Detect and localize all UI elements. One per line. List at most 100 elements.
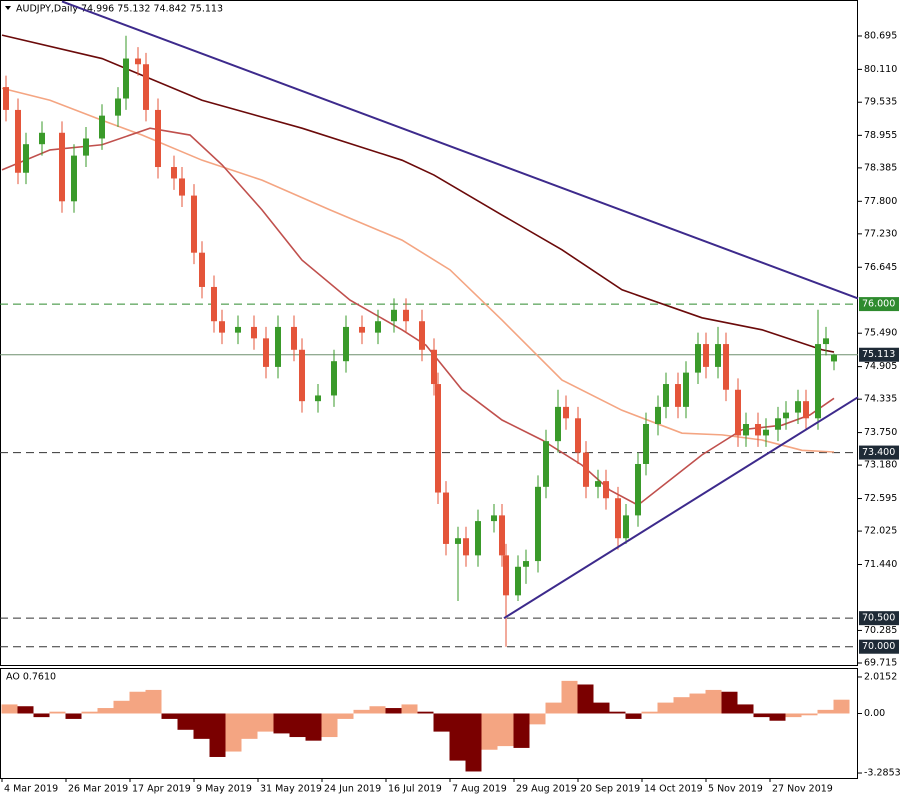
candle-body — [755, 424, 761, 436]
candle-body — [199, 252, 205, 287]
candle-body — [375, 321, 381, 333]
ao-bar — [161, 713, 178, 719]
ao-bar — [769, 713, 786, 721]
chart-title: AUDJPY,Daily 74.996 75.132 74.842 75.113 — [16, 4, 223, 15]
candle-body — [39, 132, 45, 145]
level-label-box — [859, 297, 899, 312]
ao-bar — [417, 711, 434, 714]
ao-bar — [641, 711, 658, 714]
y-tick-label: 77.230 — [864, 228, 897, 239]
candle-body — [735, 389, 741, 436]
candle-body — [123, 58, 129, 99]
candle-body — [211, 286, 217, 322]
candle-body — [643, 424, 649, 464]
candle-body — [695, 344, 701, 373]
ao-bar — [65, 713, 82, 719]
candle-body — [595, 481, 601, 487]
candle-body — [191, 195, 197, 253]
main-frame — [0, 0, 858, 666]
candle-body — [331, 361, 337, 396]
ao-bar — [177, 713, 194, 730]
ao-bar — [785, 713, 802, 718]
level-label: 70.500 — [862, 613, 895, 624]
menu-arrow — [5, 6, 11, 10]
candle-body — [743, 424, 749, 436]
y-tick-label: 70.285 — [864, 625, 897, 636]
candle-body — [15, 109, 21, 173]
candle-body — [235, 326, 241, 333]
ao-bar — [513, 713, 530, 748]
candle-body — [623, 515, 629, 539]
ao-bar — [353, 709, 370, 714]
candle-body — [475, 521, 481, 556]
level-label: 73.400 — [862, 447, 895, 458]
y-tick-label: 80.695 — [864, 30, 897, 41]
candle-body — [59, 132, 65, 202]
y-tick-label: 77.800 — [864, 196, 897, 207]
ao-bar — [33, 713, 50, 718]
y-tick-label: 2.0152 — [864, 671, 897, 682]
candle-body — [823, 338, 829, 345]
candle-body — [455, 538, 461, 544]
level-label: 76.000 — [862, 299, 895, 310]
x-tick-label: 20 Sep 2019 — [580, 784, 640, 795]
candle-body — [135, 58, 141, 65]
candle-body — [555, 406, 561, 442]
x-tick-label: 5 Nov 2019 — [708, 784, 763, 795]
y-tick-label: 78.385 — [864, 162, 897, 173]
candle-body — [635, 463, 641, 516]
ao-bar — [113, 700, 130, 714]
x-tick-label: 14 Oct 2019 — [644, 784, 703, 795]
candle-body — [391, 309, 397, 322]
candle-body — [219, 321, 225, 333]
candle-body — [443, 492, 449, 544]
ao-bar — [737, 704, 754, 714]
candle-body — [315, 395, 321, 402]
ao-bar — [385, 708, 402, 714]
y-tick-label: 80.110 — [864, 64, 897, 75]
y-tick-label: 74.335 — [864, 394, 897, 405]
x-tick-label: 29 Aug 2019 — [516, 784, 577, 795]
moving-average — [1, 34, 835, 353]
candle-body — [603, 481, 609, 499]
ao-bar — [801, 713, 818, 716]
ao-bar — [1, 704, 18, 714]
candle-body — [683, 372, 689, 407]
ao-bar — [593, 702, 610, 714]
candle-body — [83, 138, 89, 156]
candle-body — [499, 515, 505, 556]
candle-body — [583, 452, 589, 487]
candle-body — [563, 406, 569, 419]
candle-body — [543, 441, 549, 487]
x-tick-label: 17 Apr 2019 — [132, 784, 191, 795]
y-tick-label: 74.905 — [864, 361, 897, 372]
x-tick-label: 4 Mar 2019 — [4, 784, 58, 795]
candle-body — [831, 354, 837, 362]
moving-average — [1, 127, 835, 507]
ao-bar — [529, 713, 546, 725]
y-tick-label: 76.645 — [864, 262, 897, 273]
candle-body — [155, 109, 161, 168]
ao-bar — [209, 713, 226, 757]
candle-body — [275, 326, 281, 367]
ao-bar — [705, 689, 722, 714]
ao-bar — [561, 680, 578, 714]
candle-body — [615, 498, 621, 539]
ao-bar — [609, 711, 626, 714]
level-label: 75.113 — [862, 349, 895, 360]
candle-body — [179, 178, 185, 196]
x-tick-label: 31 May 2019 — [260, 784, 322, 795]
candle-body — [3, 87, 9, 110]
candle-body — [251, 326, 257, 339]
ao-bar — [305, 713, 322, 741]
ao-bar — [337, 713, 354, 719]
candle-body — [775, 418, 781, 430]
y-tick-label: 71.440 — [864, 559, 897, 570]
y-tick-label: 78.955 — [864, 130, 897, 141]
ao-bar — [257, 713, 274, 732]
candle-body — [171, 167, 177, 179]
y-tick-label: 69.715 — [864, 658, 897, 669]
ao-bar — [465, 713, 482, 772]
x-tick-label: 24 Jun 2019 — [324, 784, 381, 795]
x-tick-label: 26 Mar 2019 — [68, 784, 128, 795]
